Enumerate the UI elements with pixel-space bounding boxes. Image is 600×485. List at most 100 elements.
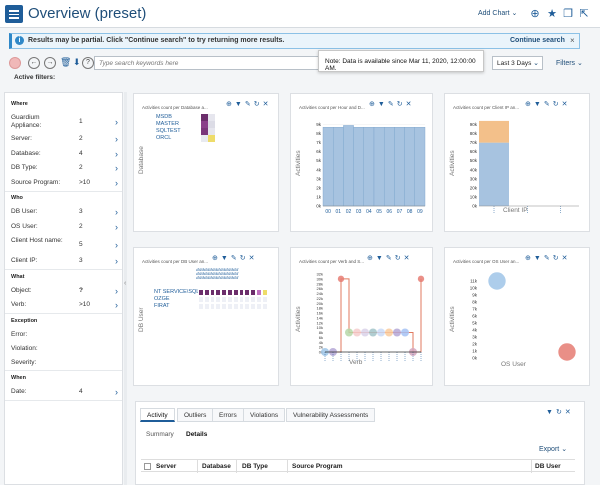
- zoom-icon[interactable]: ⊕: [525, 255, 531, 262]
- add-icon[interactable]: ⊕: [530, 8, 540, 20]
- settings-icon[interactable]: ✎: [543, 101, 550, 108]
- column-header-db-type[interactable]: DB Type: [242, 463, 268, 470]
- refresh-icon[interactable]: ↻: [239, 255, 246, 262]
- db-user-item[interactable]: FIRAT: [154, 303, 170, 309]
- refresh-icon[interactable]: ↻: [253, 101, 260, 108]
- settings-icon[interactable]: ✎: [543, 255, 550, 262]
- export-icon[interactable]: ⇱: [579, 8, 589, 20]
- column-header-server[interactable]: Server: [156, 463, 177, 470]
- heatmap-cell: [244, 296, 251, 303]
- filter-row[interactable]: Client Host name: 5 ›: [11, 237, 118, 250]
- add-chart-button[interactable]: Add Chart ⌄: [478, 10, 518, 17]
- db-user-item[interactable]: NT SERVICE\SQLS...: [154, 289, 208, 295]
- refresh-icon[interactable]: ↻: [552, 255, 559, 262]
- zoom-icon[interactable]: ⊕: [525, 101, 531, 108]
- heatmap-cell: [250, 289, 256, 296]
- close-icon[interactable]: ✕: [248, 255, 255, 262]
- search-input[interactable]: Type search keywords here: [94, 56, 329, 70]
- refresh-icon[interactable]: ↻: [552, 101, 559, 108]
- zoom-icon[interactable]: ⊕: [226, 101, 232, 108]
- settings-icon[interactable]: ✎: [385, 255, 392, 262]
- filter-icon[interactable]: ▼: [220, 255, 228, 262]
- record-icon[interactable]: [9, 57, 21, 69]
- close-icon[interactable]: ✕: [561, 255, 568, 262]
- divider: [5, 370, 122, 371]
- filter-row[interactable]: DB User: 3 ›: [11, 207, 118, 217]
- y-tick-label: 8k: [472, 300, 478, 305]
- filter-row[interactable]: Object:? ›: [11, 286, 118, 296]
- download-icon[interactable]: ⬇: [73, 57, 81, 67]
- filter-icon[interactable]: ▼: [375, 255, 383, 262]
- column-header-source-program[interactable]: Source Program: [292, 463, 343, 470]
- help-icon[interactable]: ?: [82, 57, 94, 69]
- database-item[interactable]: SQLTEST: [156, 128, 181, 134]
- filter-row[interactable]: Guardium Appliance: 1 ›: [11, 114, 118, 129]
- filter-row[interactable]: Verb: >10 ›: [11, 300, 118, 310]
- sidebar-resize-handle[interactable]: [124, 92, 127, 485]
- settings-icon[interactable]: ✎: [244, 101, 251, 108]
- time-range-select[interactable]: Last 3 Days ⌄: [492, 56, 543, 70]
- y-axis-label: Activities: [295, 150, 302, 176]
- trash-icon[interactable]: 🗑: [60, 57, 72, 67]
- select-all-checkbox[interactable]: [144, 463, 151, 470]
- filter-row[interactable]: Source Program: >10 ›: [11, 178, 118, 188]
- chevron-right-icon: ›: [115, 256, 118, 266]
- filter-icon[interactable]: ▼: [533, 255, 541, 262]
- filter-row[interactable]: OS User: 2 ›: [11, 222, 118, 232]
- filter-row[interactable]: Date: 4 ›: [11, 387, 118, 397]
- filter-row[interactable]: Database: 4 ›: [11, 149, 118, 159]
- zoom-icon[interactable]: ⊕: [367, 255, 373, 262]
- tab-violations[interactable]: Violations: [243, 408, 286, 422]
- star-icon[interactable]: ★: [547, 8, 557, 20]
- filter-row[interactable]: DB Type: 2 ›: [11, 163, 118, 173]
- divider: [5, 191, 122, 192]
- export-button[interactable]: Export ⌄: [539, 446, 568, 453]
- filter-sidebar: Where Guardium Appliance: 1 › Server: 2 › Da…: [4, 92, 123, 485]
- y-tick-label: 3k: [316, 176, 322, 181]
- database-item[interactable]: MASTER: [156, 121, 179, 127]
- filter-icon[interactable]: ▼: [546, 409, 553, 416]
- filter-icon[interactable]: ▼: [234, 101, 242, 108]
- data-point: [337, 275, 345, 283]
- filter-icon[interactable]: ▼: [377, 101, 385, 108]
- y-tick-label: 12k: [317, 320, 323, 325]
- heatmap-cell: [250, 296, 256, 303]
- refresh-icon[interactable]: ↻: [396, 101, 403, 108]
- filters-button[interactable]: Filters ⌄: [556, 60, 583, 67]
- collapse-sidebar-icon[interactable]: ‹: [124, 280, 127, 287]
- filter-row[interactable]: Client IP: 3 ›: [11, 256, 118, 266]
- tab-errors[interactable]: Errors: [212, 408, 244, 422]
- close-icon[interactable]: ×: [570, 36, 575, 45]
- tab-outliers[interactable]: Outliers: [177, 408, 214, 422]
- copy-icon[interactable]: ❐: [563, 8, 573, 20]
- divider: [5, 400, 122, 401]
- settings-icon[interactable]: ✎: [230, 255, 237, 262]
- filter-icon[interactable]: ▼: [533, 101, 541, 108]
- settings-icon[interactable]: ✎: [387, 101, 394, 108]
- close-icon[interactable]: ✕: [262, 101, 269, 108]
- filter-row[interactable]: Server: 2 ›: [11, 134, 118, 144]
- database-item[interactable]: MSDB: [156, 114, 172, 120]
- subtab-summary[interactable]: Summary: [146, 431, 174, 438]
- refresh-icon[interactable]: ↻: [394, 255, 401, 262]
- chart-title: Activities count per DB User an...: [142, 259, 209, 264]
- forward-icon[interactable]: →: [44, 57, 56, 69]
- refresh-icon[interactable]: ↻: [555, 409, 562, 416]
- back-icon[interactable]: ←: [28, 57, 40, 69]
- close-icon[interactable]: ✕: [564, 409, 571, 416]
- continue-search-link[interactable]: Continue search: [510, 37, 565, 44]
- close-icon[interactable]: ✕: [403, 255, 410, 262]
- tab-vulnerability-assessments[interactable]: Vulnerability Assessments: [286, 408, 376, 422]
- column-header-db-user[interactable]: DB User: [535, 463, 561, 470]
- database-item[interactable]: ORCL: [156, 135, 172, 141]
- zoom-icon[interactable]: ⊕: [212, 255, 218, 262]
- tab-activity[interactable]: Activity: [140, 408, 175, 422]
- y-tick-label: 40k: [470, 167, 478, 172]
- column-header-database[interactable]: Database: [202, 463, 231, 470]
- db-user-item[interactable]: OZGE: [154, 296, 170, 302]
- zoom-icon[interactable]: ⊕: [369, 101, 375, 108]
- subtab-details[interactable]: Details: [186, 431, 208, 438]
- close-icon[interactable]: ✕: [405, 101, 412, 108]
- close-icon[interactable]: ✕: [561, 101, 568, 108]
- menu-icon[interactable]: [5, 5, 23, 23]
